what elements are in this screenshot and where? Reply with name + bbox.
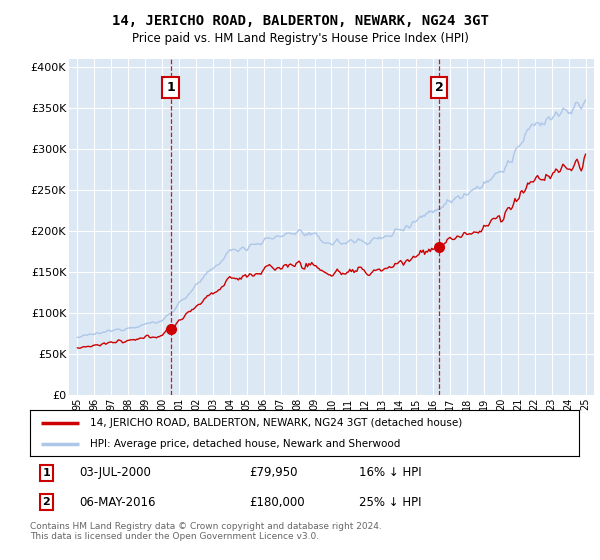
Text: 2: 2 (43, 497, 50, 507)
Text: 03-JUL-2000: 03-JUL-2000 (79, 466, 151, 479)
Text: Price paid vs. HM Land Registry's House Price Index (HPI): Price paid vs. HM Land Registry's House … (131, 32, 469, 45)
Text: £180,000: £180,000 (250, 496, 305, 508)
Text: 14, JERICHO ROAD, BALDERTON, NEWARK, NG24 3GT (detached house): 14, JERICHO ROAD, BALDERTON, NEWARK, NG2… (91, 418, 463, 428)
Text: Contains HM Land Registry data © Crown copyright and database right 2024.
This d: Contains HM Land Registry data © Crown c… (30, 522, 382, 542)
Text: 1: 1 (166, 81, 175, 94)
Text: HPI: Average price, detached house, Newark and Sherwood: HPI: Average price, detached house, Newa… (91, 438, 401, 449)
Text: £79,950: £79,950 (250, 466, 298, 479)
Text: 1: 1 (43, 468, 50, 478)
Text: 06-MAY-2016: 06-MAY-2016 (79, 496, 156, 508)
Text: 2: 2 (434, 81, 443, 94)
Text: 16% ↓ HPI: 16% ↓ HPI (359, 466, 422, 479)
Text: 25% ↓ HPI: 25% ↓ HPI (359, 496, 422, 508)
Text: 14, JERICHO ROAD, BALDERTON, NEWARK, NG24 3GT: 14, JERICHO ROAD, BALDERTON, NEWARK, NG2… (112, 14, 488, 28)
